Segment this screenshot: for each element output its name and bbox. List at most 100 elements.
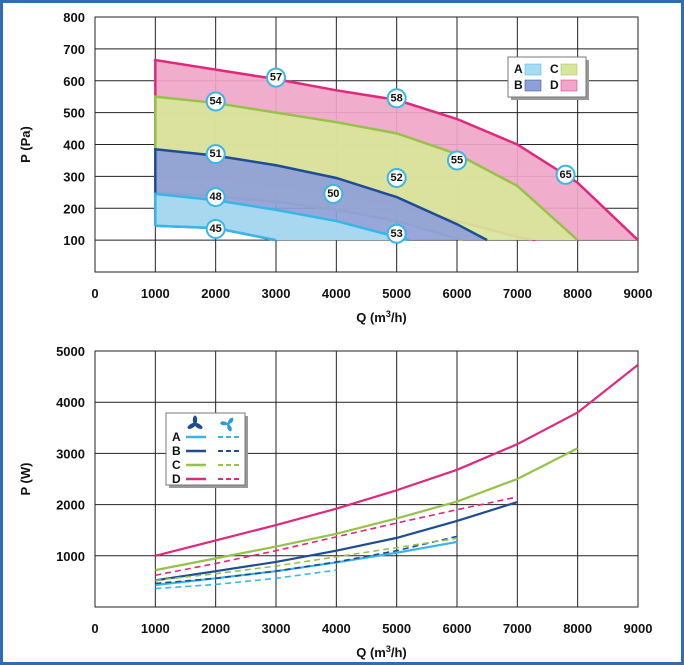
- legend-label: D: [550, 78, 559, 92]
- noise-level-circle: [447, 150, 467, 171]
- noise-level-label: 65: [559, 169, 571, 181]
- y-tick-label: 600: [63, 74, 85, 89]
- x-tick-label: 3000: [262, 286, 291, 301]
- x-tick-label: 1000: [141, 286, 170, 301]
- x-tick-label: 4000: [322, 286, 351, 301]
- noise-level-marker: 58: [386, 88, 407, 109]
- y-tick-label: 500: [63, 106, 85, 121]
- line-series-c-solid: [155, 447, 579, 572]
- y-tick-label: 100: [63, 233, 85, 248]
- y-axis-label: P (W): [18, 463, 33, 496]
- noise-level-label: 58: [391, 92, 403, 104]
- noise-level-circle: [386, 88, 407, 109]
- region-legend: A C B D: [507, 56, 589, 100]
- pressure-regions: [154, 58, 638, 242]
- fan-blade: [192, 415, 198, 425]
- x-tick-label: 1000: [141, 621, 170, 636]
- legend-swatch: [560, 63, 578, 76]
- line-series-c-dashed: [155, 537, 458, 582]
- noise-level-marker: 52: [386, 167, 407, 188]
- x-axis-label: Q (m3/h): [356, 309, 407, 325]
- fan-hub: [193, 422, 197, 426]
- noise-level-marker: 48: [205, 187, 226, 208]
- fan-blade: [220, 421, 228, 426]
- noise-level-label: 54: [210, 95, 223, 107]
- x-axis-label: Q (m3/h): [356, 644, 407, 660]
- y-tick-label: 1000: [56, 549, 85, 564]
- y-tick-label: 5000: [56, 344, 85, 359]
- line-series-a-dashed: [155, 569, 337, 590]
- noise-level-marker: 50: [323, 183, 344, 204]
- legend-label: C: [172, 458, 181, 472]
- noise-level-marker: 54: [205, 91, 226, 112]
- x-tick-label: 5000: [382, 286, 411, 301]
- fan-blade: [187, 423, 196, 429]
- noise-level-marker: 51: [205, 144, 226, 165]
- legend-label: C: [550, 62, 559, 76]
- line-series-b-dashed: [155, 535, 458, 585]
- legend-label: A: [172, 430, 181, 444]
- x-tick-label: 7000: [503, 621, 532, 636]
- noise-level-label: 45: [210, 223, 222, 235]
- region-c: [155, 96, 578, 241]
- legend-swatch: [524, 79, 542, 92]
- noise-level-circle: [266, 67, 286, 88]
- legend-swatch: [560, 79, 578, 92]
- noise-level-marker: 45: [205, 218, 226, 239]
- chart-2-axes: 0 1000 2000 3000 4000 5000 6000 7000 8000 9000 100…: [18, 344, 652, 660]
- y-axis-label: P (Pa): [18, 126, 33, 163]
- x-tick-label: 4000: [322, 621, 351, 636]
- x-tick-label: 9000: [624, 286, 653, 301]
- y-tick-label: 700: [63, 42, 85, 57]
- noise-level-marker: 57: [266, 67, 286, 88]
- fan-blades-icon: [187, 415, 203, 429]
- fan-blade: [194, 423, 203, 429]
- x-tick-label: 6000: [443, 621, 472, 636]
- legend-label: B: [172, 444, 181, 458]
- noise-level-circle: [205, 144, 226, 165]
- y-tick-label: 400: [63, 138, 85, 153]
- legend-label: B: [514, 78, 523, 92]
- x-tick-label: 9000: [624, 621, 653, 636]
- noise-level-marker: 53: [386, 223, 407, 244]
- noise-level-label: 48: [210, 191, 222, 203]
- y-tick-label: 300: [63, 169, 85, 184]
- noise-level-circle: [205, 91, 226, 112]
- x-tick-label: 6000: [443, 286, 472, 301]
- x-tick-label: 8000: [563, 286, 592, 301]
- region-c-max-curve: [154, 95, 579, 242]
- legend-label: A: [514, 62, 523, 76]
- noise-level-circle: [205, 218, 226, 239]
- noise-level-label: 50: [327, 188, 339, 200]
- region-d-max-curve: [154, 58, 638, 242]
- y-tick-label: 2000: [56, 498, 85, 513]
- noise-level-circle: [205, 187, 226, 208]
- noise-level-circle: [386, 223, 407, 244]
- noise-level-circle: [555, 164, 576, 185]
- fan-blades-alt-icon: [220, 417, 234, 432]
- x-tick-label: 0: [91, 621, 98, 636]
- line-series-d-solid: [155, 363, 638, 557]
- fan-hub: [226, 422, 230, 426]
- legend-swatch: [524, 63, 542, 76]
- x-tick-label: 2000: [201, 286, 230, 301]
- noise-level-label: 57: [270, 72, 282, 84]
- line-series-d-dashed: [155, 496, 518, 577]
- x-tick-label: 3000: [262, 621, 291, 636]
- x-tick-label: 5000: [382, 621, 411, 636]
- line-series-b-solid: [155, 500, 518, 582]
- x-tick-label: 8000: [563, 621, 592, 636]
- noise-level-marker: 55: [447, 150, 467, 171]
- noise-level-label: 55: [451, 154, 463, 166]
- y-tick-label: 4000: [56, 395, 85, 410]
- y-tick-label: 3000: [56, 446, 85, 461]
- x-tick-label: 2000: [201, 621, 230, 636]
- noise-level-label: 52: [391, 172, 403, 184]
- noise-level-marker: 65: [555, 164, 576, 185]
- noise-level-label: 53: [391, 228, 403, 240]
- noise-level-label: 51: [210, 148, 222, 160]
- fan-blade: [227, 424, 232, 432]
- x-tick-label: 0: [91, 286, 98, 301]
